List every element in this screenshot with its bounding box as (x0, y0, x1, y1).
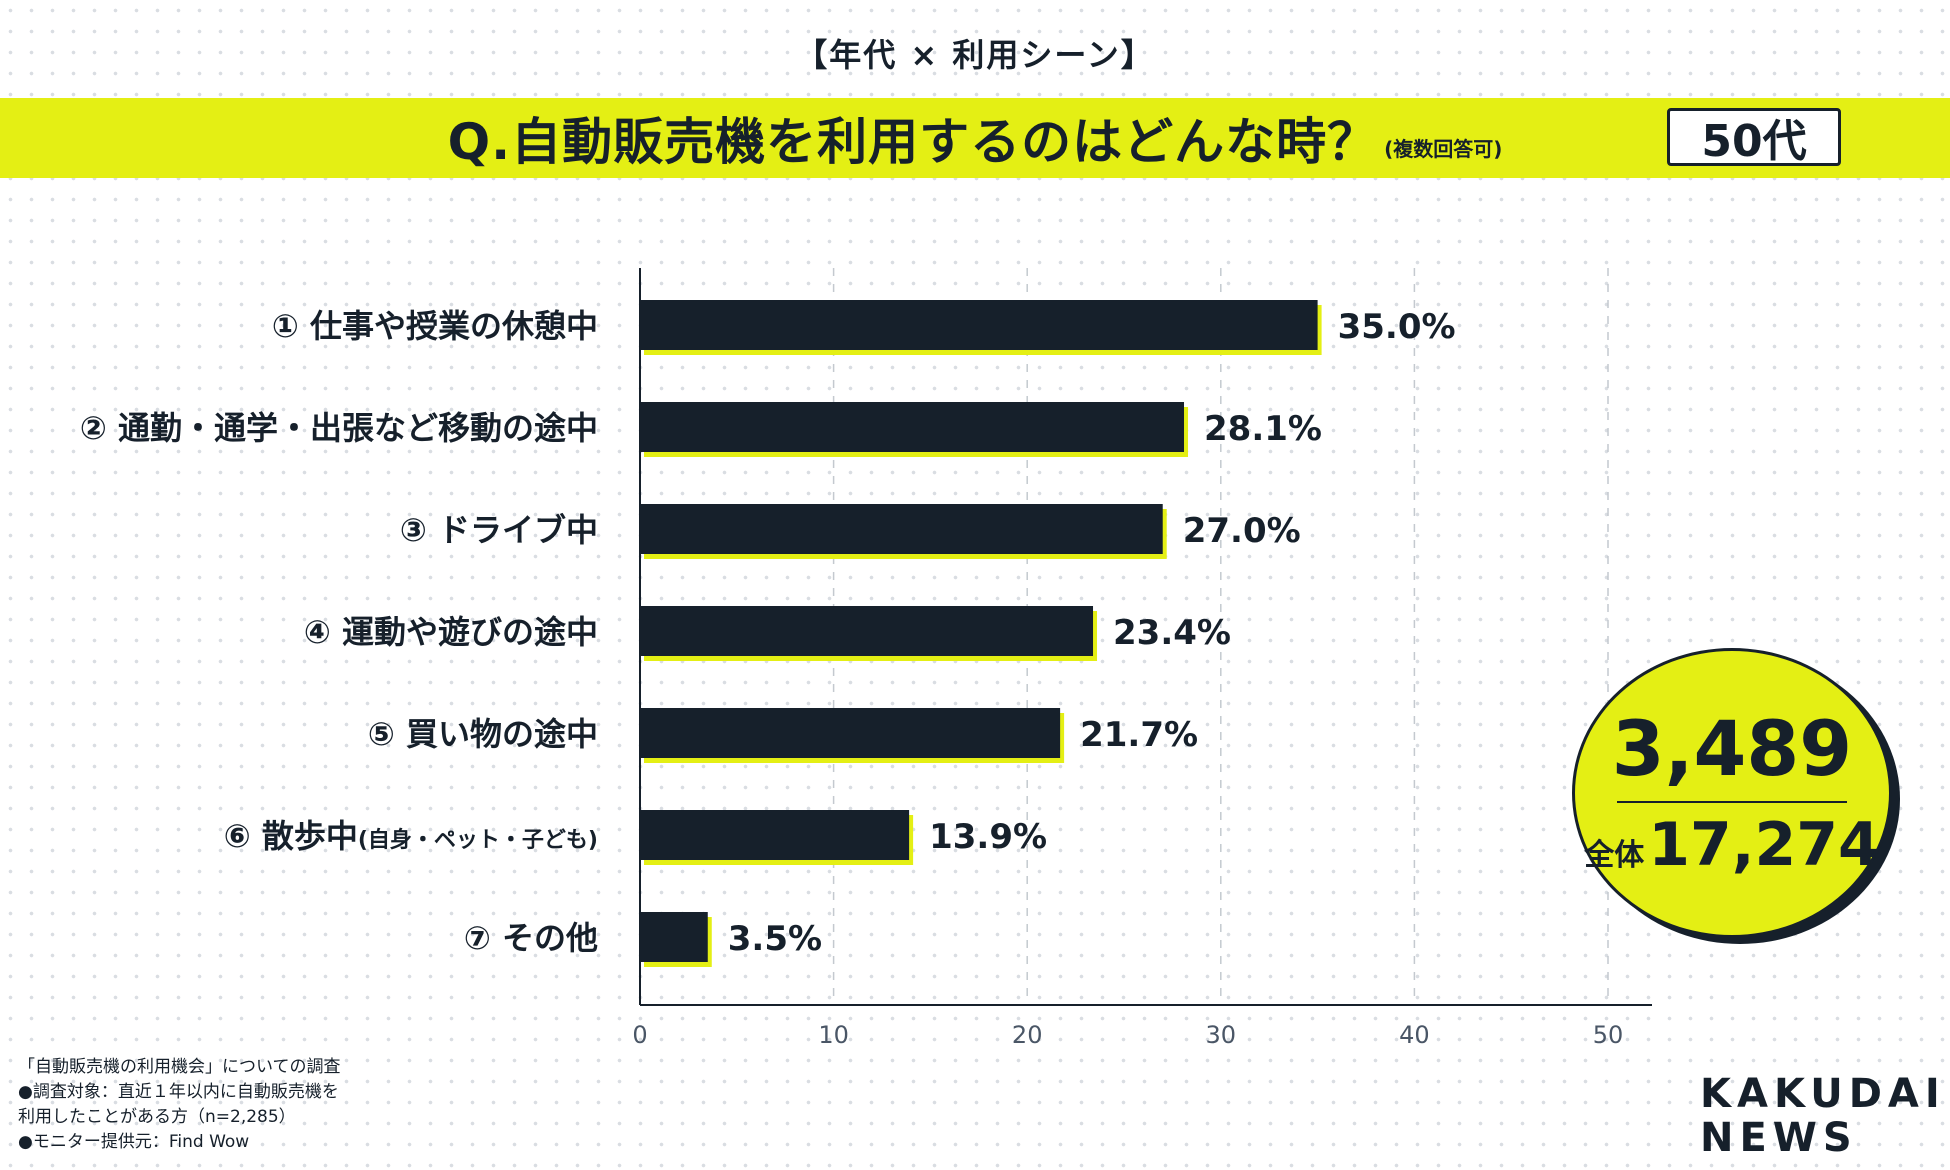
category-name: ① 仕事や授業の休憩中 (272, 307, 598, 345)
kakudai-news-logo: KAKUDAI NEWS (1700, 1072, 1940, 1160)
bar-value-label: 23.4% (1113, 613, 1231, 653)
category-name: ④ 運動や遊びの途中 (304, 613, 598, 651)
category-label: ⑤ 買い物の途中 (368, 715, 598, 753)
age-group-badge: 50代 (1667, 108, 1841, 167)
segment-sample-size: 3,489 (1611, 704, 1853, 793)
bar-value-label: 35.0% (1338, 307, 1456, 347)
category-name: ② 通勤・通学・出張など移動の途中 (80, 409, 598, 447)
question-text: Q.自動販売機を利用するのはどんな時？ (447, 113, 1379, 171)
total-sample-row: 全体 17,274 (1584, 815, 1880, 875)
category-label: ③ ドライブ中 (400, 511, 598, 549)
sample-size-badge: 3,489 全体 17,274 (1572, 648, 1902, 948)
footnote-line: ●モニター提供元：Find Wow (18, 1132, 250, 1152)
bar-value-label: 3.5% (728, 919, 822, 959)
badge-content: 3,489 全体 17,274 (1572, 648, 1892, 938)
category-note: (自身・ペット・子ども) (358, 827, 598, 853)
total-sample-label: 全体 (1584, 838, 1645, 873)
question-note: (複数回答可) (1384, 136, 1503, 161)
bar (640, 912, 708, 962)
bar-value-label: 27.0% (1183, 511, 1301, 551)
bar-value-label: 13.9% (929, 817, 1047, 857)
badge-divider (1617, 801, 1847, 803)
category-label: ④ 運動や遊びの途中 (304, 613, 598, 651)
category-label: ⑥ 散歩中(自身・ペット・子ども) (224, 817, 598, 855)
total-sample-size: 17,274 (1648, 810, 1880, 880)
x-tick-label: 30 (1206, 1021, 1237, 1049)
category-name: ⑦ その他 (464, 919, 598, 957)
footnote-line: 「自動販売機の利用機会」についての調査 (18, 1057, 341, 1077)
category-name: ⑥ 散歩中 (224, 817, 358, 855)
bar (640, 606, 1094, 656)
x-tick-label: 0 (632, 1021, 647, 1049)
survey-footnote: 「自動販売機の利用機会」についての調査 ●調査対象：直近１年以内に自動販売機を … (18, 1055, 478, 1155)
bar (640, 402, 1185, 452)
footnote-line: ●調査対象：直近１年以内に自動販売機を (18, 1082, 339, 1102)
x-tick-label: 20 (1012, 1021, 1043, 1049)
bar (640, 810, 910, 860)
bar (640, 300, 1318, 350)
x-tick-label: 40 (1399, 1021, 1430, 1049)
bar-value-label: 21.7% (1080, 715, 1198, 755)
survey-topic: 【年代 × 利用シーン】 (795, 36, 1155, 74)
category-label: ① 仕事や授業の休憩中 (272, 307, 598, 345)
category-name: ⑤ 買い物の途中 (368, 715, 598, 753)
badge-background (1572, 648, 1892, 938)
bar (640, 504, 1163, 554)
bar (640, 708, 1061, 758)
footnote-line: 利用したことがある方（n=2,285） (18, 1107, 296, 1127)
category-label: ② 通勤・通学・出張など移動の途中 (80, 409, 598, 447)
logo-line: NEWS (1700, 1115, 1858, 1161)
category-name: ③ ドライブ中 (400, 511, 598, 549)
x-tick-label: 50 (1593, 1021, 1624, 1049)
logo-line: KAKUDAI (1700, 1071, 1946, 1117)
question-banner: Q.自動販売機を利用するのはどんな時？ (複数回答可) 50代 (0, 98, 1950, 178)
question: Q.自動販売機を利用するのはどんな時？ (複数回答可) (0, 98, 1950, 178)
x-tick-label: 10 (818, 1021, 849, 1049)
bar-value-label: 28.1% (1204, 409, 1322, 449)
category-label: ⑦ その他 (464, 919, 598, 957)
